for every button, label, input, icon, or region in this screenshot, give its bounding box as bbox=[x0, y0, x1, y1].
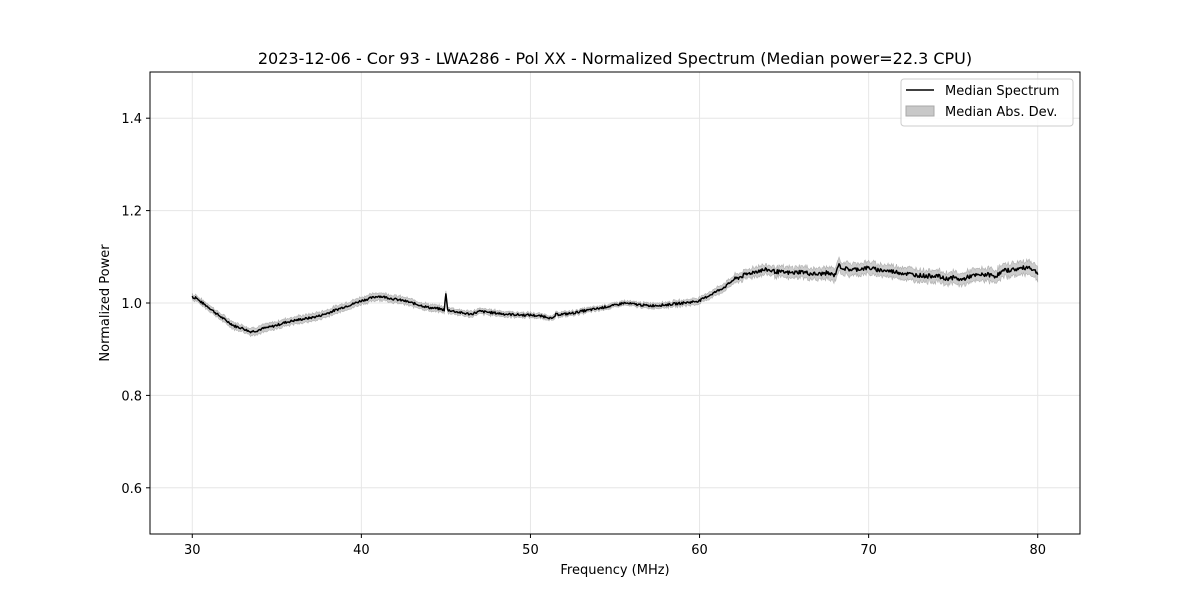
y-tick-label: 1.2 bbox=[121, 205, 142, 220]
x-tick-label: 30 bbox=[184, 543, 201, 558]
y-axis-label: Normalized Power bbox=[98, 244, 113, 362]
legend-entry-median-spectrum: Median Spectrum bbox=[945, 84, 1059, 99]
x-tick-label: 60 bbox=[691, 543, 708, 558]
x-axis-label: Frequency (MHz) bbox=[560, 563, 669, 578]
mad-band-layer bbox=[191, 256, 1039, 338]
y-tick-label: 0.8 bbox=[121, 389, 142, 404]
median-line-layer bbox=[191, 263, 1039, 334]
x-axis-ticks: 30 40 50 60 70 80 bbox=[184, 534, 1046, 558]
y-axis-ticks: 0.6 0.8 1.0 1.2 1.4 bbox=[121, 112, 150, 497]
chart-title: 2023-12-06 - Cor 93 - LWA286 - Pol XX - … bbox=[258, 49, 972, 68]
x-tick-label: 50 bbox=[522, 543, 539, 558]
mad-band bbox=[191, 256, 1039, 338]
legend: Median Spectrum Median Abs. Dev. bbox=[900, 78, 1074, 127]
y-tick-label: 0.6 bbox=[121, 482, 142, 497]
y-tick-label: 1.0 bbox=[121, 297, 142, 312]
x-tick-label: 40 bbox=[353, 543, 370, 558]
legend-band-swatch bbox=[905, 105, 935, 117]
legend-box bbox=[900, 78, 1074, 127]
y-tick-label: 1.4 bbox=[121, 112, 142, 127]
x-tick-label: 70 bbox=[860, 543, 877, 558]
x-tick-label: 80 bbox=[1029, 543, 1046, 558]
legend-entry-median-abs-dev: Median Abs. Dev. bbox=[945, 105, 1057, 120]
median-spectrum-line bbox=[191, 263, 1039, 334]
